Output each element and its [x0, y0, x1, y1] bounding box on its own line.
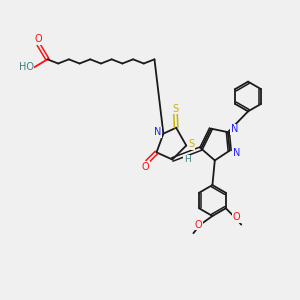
Text: S: S	[172, 104, 178, 114]
Text: N: N	[231, 124, 238, 134]
Text: H: H	[184, 155, 191, 164]
Text: S: S	[188, 139, 195, 149]
Text: O: O	[35, 34, 42, 44]
Text: O: O	[195, 220, 202, 230]
Text: O: O	[142, 162, 149, 172]
Text: O: O	[232, 212, 240, 222]
Text: N: N	[154, 127, 162, 137]
Text: O: O	[232, 212, 240, 222]
Text: N: N	[232, 148, 240, 158]
Text: O: O	[195, 220, 202, 230]
Text: HO: HO	[19, 62, 34, 72]
